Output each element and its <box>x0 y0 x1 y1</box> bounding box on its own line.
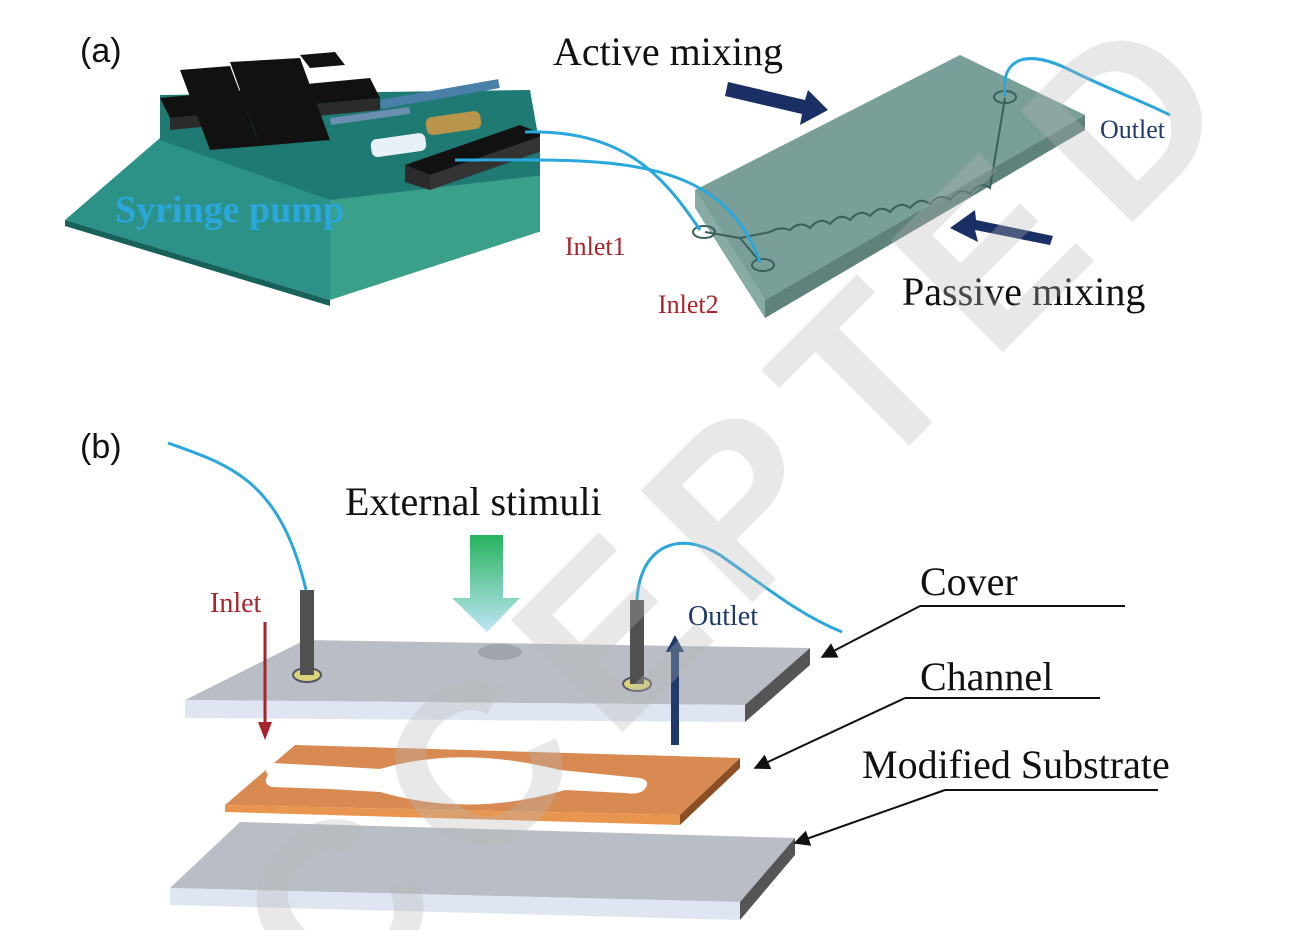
tubing-outlet-b <box>635 541 843 634</box>
microfluidic-chip <box>540 40 1095 330</box>
outlet-label-a: Outlet <box>1100 115 1166 144</box>
cover-plate <box>185 590 810 722</box>
tubing-inlet2 <box>454 158 762 263</box>
active-mixing-label: Active mixing <box>553 29 783 74</box>
passive-mixing-label: Passive mixing <box>902 269 1145 314</box>
syringe-pump <box>65 52 545 306</box>
inlet-label-b: Inlet <box>210 588 262 619</box>
outlet-flow-arrow <box>666 635 684 745</box>
panel-b-label: (b) <box>80 428 122 466</box>
channel-label: Channel <box>920 654 1053 699</box>
outlet-label-b: Outlet <box>688 601 758 632</box>
cover-label: Cover <box>920 559 1018 604</box>
external-stimuli-label: External stimuli <box>345 479 602 524</box>
syringe-pump-label: Syringe pump <box>115 189 344 231</box>
active-mixing-arrow <box>725 82 828 125</box>
channel-layer <box>225 745 740 825</box>
cover-leader <box>820 605 1125 658</box>
tubing-outlet <box>1002 57 1171 117</box>
tubing-inlet-b <box>167 441 308 591</box>
passive-mixing-arrow <box>950 210 1053 245</box>
external-stimuli-arrow <box>452 535 520 632</box>
tubing-inlet1 <box>524 130 702 231</box>
substrate-leader <box>793 789 1158 846</box>
inlet-flow-arrow <box>258 622 272 740</box>
panel-a-label: (a) <box>80 32 122 70</box>
substrate-label: Modified Substrate <box>862 742 1170 787</box>
substrate-plate <box>170 822 795 920</box>
channel-leader <box>753 697 1100 770</box>
inlet1-label: Inlet1 <box>565 232 626 261</box>
inlet2-label: Inlet2 <box>658 290 719 319</box>
